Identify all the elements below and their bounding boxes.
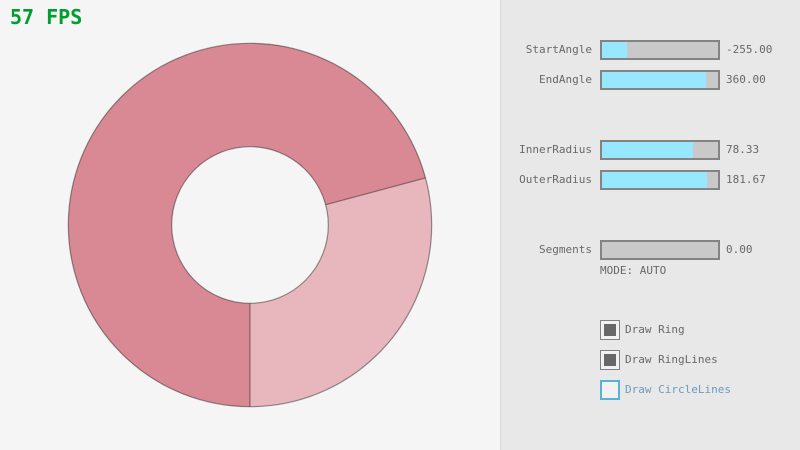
- innerradius-slider[interactable]: [600, 140, 720, 160]
- slider-fill: [602, 142, 693, 158]
- slider-fill: [602, 42, 628, 58]
- slider-value: 78.33: [726, 143, 760, 156]
- slider-value: -255.00: [726, 43, 773, 56]
- checkbox-row-draw-circlelines: Draw CircleLines: [0, 380, 800, 400]
- checkbox-check-fill: [604, 354, 616, 366]
- checkbox-check-fill: [604, 324, 616, 336]
- endangle-slider[interactable]: [600, 70, 720, 90]
- slider-value: 181.67: [726, 173, 766, 186]
- checkbox-box[interactable]: [600, 320, 620, 340]
- slider-fill: [602, 72, 707, 88]
- slider-row-endangle: EndAngle 360.00: [0, 70, 800, 90]
- checkbox-row-draw-ring: Draw Ring: [0, 320, 800, 340]
- slider-label: Segments: [539, 243, 592, 256]
- fps-counter: 57 FPS: [10, 5, 83, 29]
- slider-label: EndAngle: [539, 73, 592, 86]
- checkbox-label: Draw Ring: [625, 323, 685, 336]
- checkbox-label: Draw RingLines: [625, 353, 718, 366]
- checkbox-box[interactable]: [600, 380, 620, 400]
- slider-row-innerradius: InnerRadius 78.33: [0, 140, 800, 160]
- slider-label: InnerRadius: [519, 143, 592, 156]
- slider-value: 360.00: [726, 73, 766, 86]
- slider-row-segments: Segments 0.00: [0, 240, 800, 260]
- slider-label: StartAngle: [525, 43, 592, 56]
- checkbox-row-draw-ringlines: Draw RingLines: [0, 350, 800, 370]
- slider-label: OuterRadius: [519, 173, 592, 186]
- slider-row-outerradius: OuterRadius 181.67: [0, 170, 800, 190]
- segments-slider[interactable]: [600, 240, 720, 260]
- outerradius-slider[interactable]: [600, 170, 720, 190]
- checkbox-box[interactable]: [600, 350, 620, 370]
- startangle-slider[interactable]: [600, 40, 720, 60]
- slider-row-startangle: StartAngle -255.00: [0, 40, 800, 60]
- slider-value: 0.00: [726, 243, 753, 256]
- checkbox-label: Draw CircleLines: [625, 383, 731, 396]
- slider-fill: [602, 172, 708, 188]
- segments-mode-label: MODE: AUTO: [600, 264, 667, 277]
